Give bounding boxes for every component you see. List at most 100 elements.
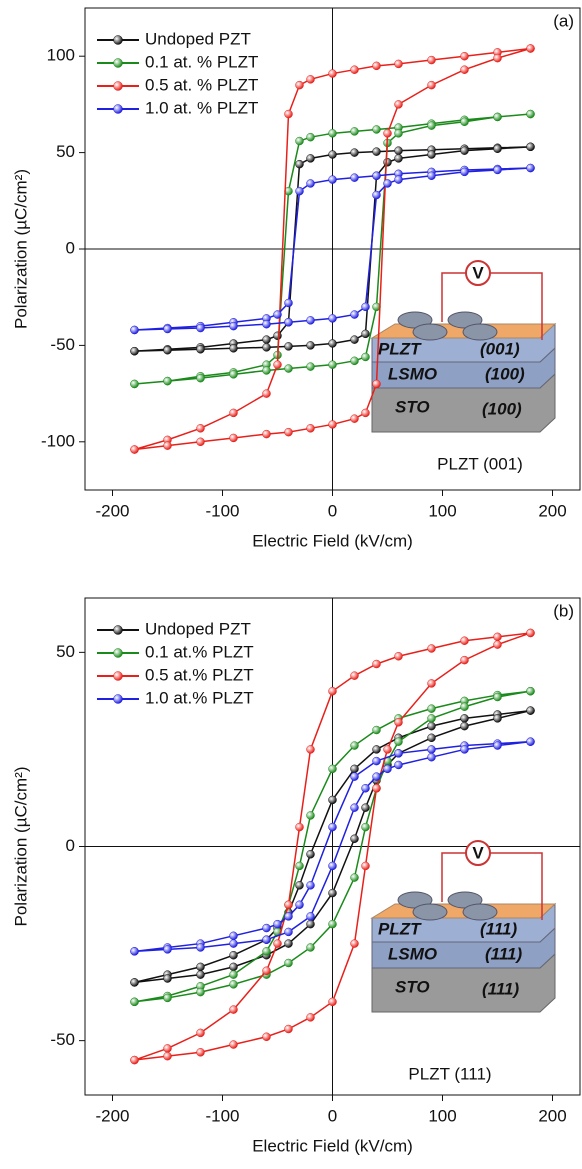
data-point [384, 129, 392, 137]
data-point [362, 353, 370, 361]
data-point [395, 652, 403, 660]
data-point [373, 148, 381, 156]
data-point [131, 978, 139, 986]
data-point [164, 1044, 172, 1052]
electrode [463, 324, 497, 340]
data-point [527, 44, 535, 52]
data-point [197, 963, 205, 971]
data-point [285, 428, 293, 436]
data-point [494, 641, 502, 649]
data-point [285, 299, 293, 307]
data-point [351, 174, 359, 182]
data-point [230, 434, 238, 442]
data-point [329, 765, 337, 773]
figure: -200-1000100200-100-50050100Electric Fie… [0, 0, 582, 1169]
data-point [274, 332, 282, 340]
legend-marker [114, 695, 123, 704]
data-point [307, 745, 315, 753]
panel-label: (a) [553, 11, 574, 30]
data-point [230, 1006, 238, 1014]
data-point [274, 920, 282, 928]
data-point [307, 316, 315, 324]
data-point [197, 424, 205, 432]
data-point [329, 823, 337, 831]
legend-marker [114, 105, 123, 114]
data-point [461, 637, 469, 645]
data-point [329, 889, 337, 897]
data-point [329, 796, 337, 804]
data-point [494, 714, 502, 722]
data-point [263, 936, 271, 944]
data-point [296, 187, 304, 195]
data-point [230, 971, 238, 979]
data-point [164, 442, 172, 450]
data-point [263, 1033, 271, 1041]
data-point [527, 110, 535, 118]
data-point [428, 56, 436, 64]
data-point [461, 722, 469, 730]
legend-label: 0.5 at.% PLZT [145, 665, 254, 684]
data-point [263, 947, 271, 955]
data-point [351, 127, 359, 135]
legend-marker [114, 36, 123, 45]
data-point [230, 963, 238, 971]
data-point [329, 687, 337, 695]
data-point [395, 60, 403, 68]
data-point [395, 129, 403, 137]
legend-label: Undoped PZT [145, 29, 251, 48]
data-point [395, 749, 403, 757]
data-point [494, 145, 502, 153]
data-point [263, 390, 271, 398]
data-point [230, 409, 238, 417]
x-tick-label: 200 [538, 501, 566, 520]
meter-label: V [472, 263, 484, 282]
data-point [307, 811, 315, 819]
x-tick-label: 100 [428, 1106, 456, 1125]
x-tick-label: 200 [538, 1106, 566, 1125]
data-point [197, 324, 205, 332]
data-point [362, 804, 370, 812]
data-point [373, 757, 381, 765]
x-tick-label: -200 [95, 501, 129, 520]
data-point [384, 158, 392, 166]
data-point [351, 804, 359, 812]
legend-label: 0.5 at. % PLZT [145, 75, 258, 94]
data-point [428, 122, 436, 130]
data-point [131, 446, 139, 454]
data-point [428, 714, 436, 722]
y-axis-label: Polarization (µC/cm²) [11, 169, 30, 329]
data-point [494, 693, 502, 701]
sample-label: PLZT (111) [408, 1064, 491, 1083]
data-point [307, 850, 315, 858]
y-tick-label: 0 [66, 238, 75, 257]
data-point [274, 940, 282, 948]
electrode [463, 904, 497, 920]
data-point [307, 881, 315, 889]
data-point [461, 147, 469, 155]
data-point [373, 125, 381, 133]
data-point [494, 54, 502, 62]
data-point [384, 765, 392, 773]
data-point [329, 129, 337, 137]
data-point [461, 745, 469, 753]
data-point [428, 151, 436, 159]
data-point [285, 1025, 293, 1033]
y-tick-label: -50 [50, 1030, 75, 1049]
data-point [164, 994, 172, 1002]
x-tick-label: 100 [428, 501, 456, 520]
data-point [307, 75, 315, 83]
data-point [197, 971, 205, 979]
data-point [230, 980, 238, 988]
legend-label: 1.0 at.% PLZT [145, 688, 254, 707]
x-tick-label: -200 [95, 1106, 129, 1125]
data-point [461, 118, 469, 126]
electrode [413, 324, 447, 340]
data-point [329, 862, 337, 870]
data-point [351, 773, 359, 781]
data-point [274, 361, 282, 369]
x-axis-label: Electric Field (kV/cm) [252, 1136, 413, 1155]
data-point [296, 160, 304, 168]
electrode [413, 904, 447, 920]
x-tick-label: -100 [205, 1106, 239, 1125]
data-point [428, 679, 436, 687]
